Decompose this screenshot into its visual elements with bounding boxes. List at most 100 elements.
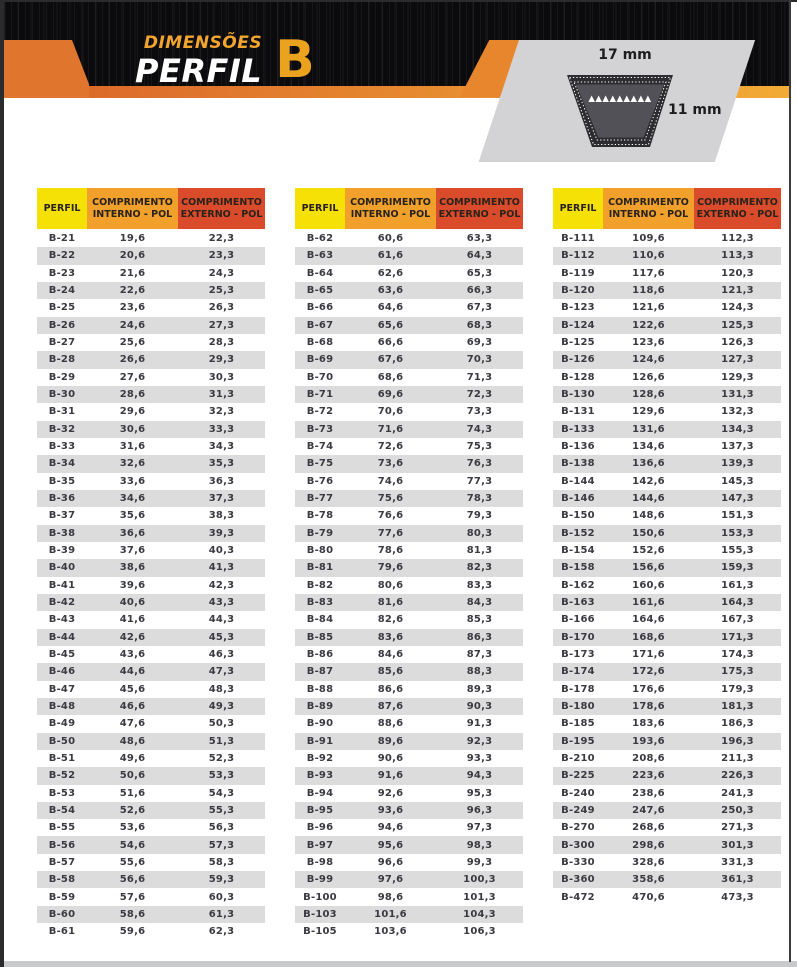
externo-cell: 120,3	[721, 267, 754, 279]
externo-cell: 38,3	[208, 510, 235, 522]
perfil-cell: B-180	[561, 701, 595, 713]
perfil-cell: B-162	[561, 579, 595, 591]
externo-cell: 74,3	[466, 423, 493, 435]
perfil-cell: B-53	[48, 787, 76, 799]
table-row: B-83 81,6 84,3	[295, 593, 523, 612]
perfil-cell: B-225	[561, 770, 595, 782]
externo-cell: 62,3	[208, 926, 235, 938]
perfil-cell: B-79	[306, 527, 334, 539]
perfil-cell: B-67	[306, 319, 334, 331]
interno-cell: 93,6	[377, 804, 404, 816]
interno-cell: 21,6	[119, 267, 146, 279]
interno-cell: 95,6	[377, 839, 404, 851]
externo-cell: 127,3	[721, 354, 754, 366]
perfil-cell: B-33	[48, 441, 76, 453]
table-header: PERFIL COMPRIMENTO INTERNO - POL COMPRIME…	[37, 188, 265, 229]
interno-cell: 57,6	[119, 891, 146, 903]
table-row: B-24 22,6 25,3	[37, 281, 265, 300]
header-comprimento-externo: COMPRIMENTO EXTERNO - POL	[436, 188, 523, 229]
table-row: B-42 40,6 43,3	[37, 593, 265, 612]
externo-cell: 44,3	[208, 614, 235, 626]
dimensions-table-2: PERFIL COMPRIMENTO INTERNO - POL COMPRIME…	[295, 188, 523, 940]
perfil-cell: B-146	[561, 493, 595, 505]
perfil-cell: B-92	[306, 753, 334, 764]
externo-cell: 84,3	[466, 597, 493, 609]
table-row: B-46 44,6 47,3	[37, 663, 265, 681]
banner-title-group: DIMENSÕES PERFIL B	[135, 33, 315, 87]
interno-cell: 88,6	[377, 718, 404, 730]
table-row: B-95 93,6 96,3	[295, 801, 523, 820]
externo-cell: 55,3	[208, 804, 235, 816]
table-row: B-48 46,6 49,3	[37, 697, 265, 716]
perfil-cell: B-68	[306, 337, 334, 349]
perfil-cell: B-81	[306, 562, 334, 574]
table-row: B-40 38,6 41,3	[37, 559, 265, 577]
perfil-cell: B-130	[561, 389, 595, 401]
table-row: B-170 168,6 171,3	[553, 628, 781, 646]
externo-cell: 49,3	[208, 701, 235, 713]
externo-cell: 137,3	[721, 441, 754, 453]
externo-cell: 65,3	[466, 267, 493, 279]
table-row: B-50 48,6 51,3	[37, 732, 265, 750]
table-row: B-69 67,6 70,3	[295, 351, 523, 369]
interno-cell: 37,6	[119, 545, 146, 557]
header-perfil: PERFIL	[295, 188, 345, 229]
perfil-cell: B-98	[306, 856, 334, 868]
externo-cell: 57,3	[208, 839, 235, 851]
page-edge-right	[789, 0, 791, 962]
perfil-cell: B-31	[48, 406, 76, 418]
interno-cell: 83,6	[377, 631, 404, 643]
interno-cell: 81,6	[377, 597, 404, 609]
perfil-cell: B-64	[306, 267, 334, 279]
perfil-cell: B-97	[306, 839, 334, 851]
perfil-cell: B-43	[48, 614, 76, 626]
externo-cell: 159,3	[721, 562, 754, 574]
externo-cell: 53,3	[208, 770, 235, 782]
belt-height-label: 11 mm	[668, 102, 722, 118]
interno-cell: 68,6	[377, 371, 404, 383]
profile-letter: B	[275, 29, 315, 90]
table-row: B-249 247,6 250,3	[553, 801, 781, 820]
table-row: B-81 79,6 82,3	[295, 559, 523, 577]
interno-cell: 54,6	[119, 839, 146, 851]
perfil-cell: B-40	[48, 562, 76, 574]
perfil-cell: B-82	[306, 579, 334, 591]
table-row: B-67 65,6 68,3	[295, 316, 523, 334]
perfil-cell: B-85	[306, 631, 334, 643]
externo-cell: 80,3	[466, 527, 493, 539]
interno-cell: 156,6	[632, 562, 665, 574]
table-row: B-210 208,6 211,3	[553, 750, 781, 767]
externo-cell: 129,3	[721, 371, 754, 383]
interno-cell: 328,6	[632, 856, 665, 868]
table-row: B-94 92,6 95,3	[295, 785, 523, 802]
interno-cell: 126,6	[632, 371, 665, 383]
externo-cell: 151,3	[721, 510, 754, 522]
interno-cell: 65,6	[377, 319, 404, 331]
externo-cell: 60,3	[208, 891, 235, 903]
table-row: B-112 110,6 113,3	[553, 247, 781, 265]
interno-cell: 123,6	[632, 337, 665, 349]
table-row: B-77 75,6 78,3	[295, 489, 523, 508]
header-perfil: PERFIL	[553, 188, 603, 229]
interno-cell: 142,6	[632, 475, 665, 487]
interno-cell: 73,6	[377, 458, 404, 470]
perfil-cell: B-49	[48, 718, 76, 730]
table-body: B-111 109,6 112,3 B-112 110,6 113,3 B-119 117,6…	[553, 230, 781, 906]
interno-cell: 75,6	[377, 493, 404, 505]
table-row: B-124 122,6 125,3	[553, 316, 781, 334]
externo-cell: 250,3	[721, 804, 754, 816]
externo-cell: 45,3	[208, 631, 235, 643]
interno-cell: 85,6	[377, 666, 404, 678]
perfil-cell: B-89	[306, 701, 334, 713]
header-comprimento-interno: COMPRIMENTO INTERNO - POL	[87, 188, 178, 229]
interno-cell: 176,6	[632, 683, 665, 695]
perfil-cell: B-46	[48, 666, 76, 678]
header-perfil: PERFIL	[37, 188, 87, 229]
perfil-cell: B-54	[48, 804, 76, 816]
interno-cell: 36,6	[119, 527, 146, 539]
perfil-cell: B-152	[561, 527, 595, 539]
perfil-cell: B-131	[561, 406, 595, 418]
externo-cell: 104,3	[463, 908, 496, 920]
externo-cell: 226,3	[721, 770, 754, 782]
perfil-cell: B-178	[561, 683, 595, 695]
